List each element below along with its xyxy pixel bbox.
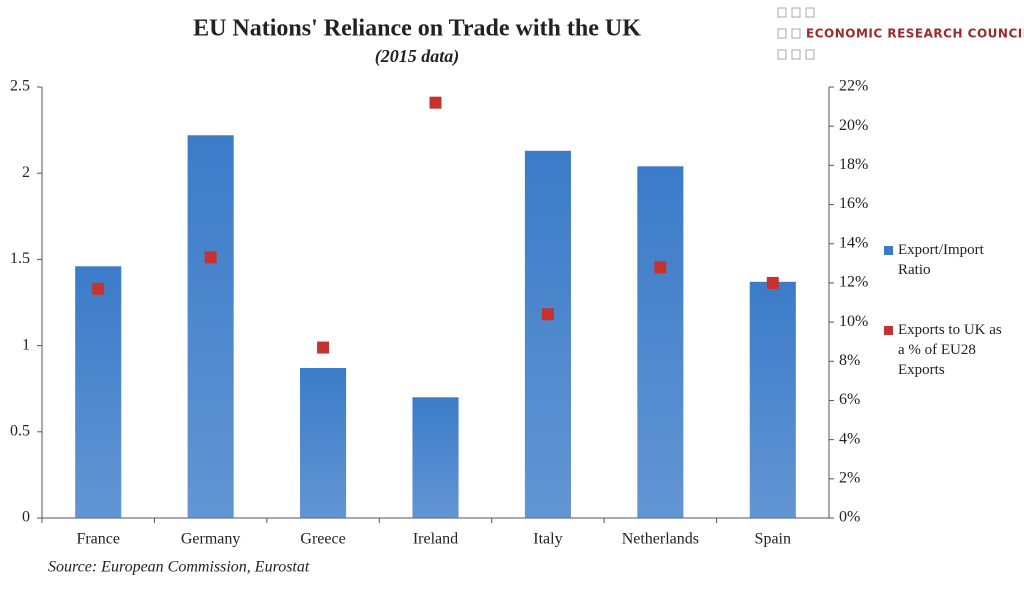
y2-tick-label: 14% <box>839 234 868 251</box>
marker <box>92 282 105 295</box>
x-tick-label: France <box>76 531 120 548</box>
chart-title: EU Nations' Reliance on Trade with the U… <box>193 16 641 42</box>
y2-tick-label: 10% <box>839 313 868 330</box>
y-tick-label: 2 <box>22 164 30 181</box>
y2-tick-label: 22% <box>839 78 868 95</box>
y2-tick-label: 4% <box>839 430 860 447</box>
marker <box>654 261 667 274</box>
x-tick-label: Netherlands <box>622 531 699 548</box>
y2-tick-label: 6% <box>839 391 860 408</box>
y2-tick-label: 12% <box>839 274 868 291</box>
y2-tick-label: 20% <box>839 117 868 134</box>
chart-subtitle: (2015 data) <box>375 46 460 67</box>
x-tick-label: Germany <box>181 531 241 548</box>
y-tick-label: 1.5 <box>10 250 30 267</box>
y-tick-label: 0 <box>22 509 30 526</box>
y2-tick-label: 0% <box>839 509 860 526</box>
legend-swatch <box>884 326 893 335</box>
x-tick-label: Greece <box>300 531 345 548</box>
y2-tick-label: 8% <box>839 352 860 369</box>
bar <box>524 150 571 518</box>
source-note: Source: European Commission, Eurostat <box>48 559 310 576</box>
legend-label: Exports to UK as a % of EU28 Exports <box>898 322 1002 378</box>
x-tick-label: Italy <box>533 531 562 548</box>
y2-tick-label: 18% <box>839 156 868 173</box>
marker <box>541 308 554 321</box>
bar <box>637 166 684 518</box>
marker <box>429 96 442 109</box>
x-tick-label: Ireland <box>413 531 458 548</box>
y2-tick-label: 16% <box>839 195 868 212</box>
x-tick-label: Spain <box>755 531 791 548</box>
logo-text: ECONOMIC RESEARCH COUNCIL <box>806 27 1024 41</box>
bar <box>300 368 347 518</box>
bar <box>187 135 234 518</box>
bar <box>75 266 122 518</box>
bar <box>412 397 459 518</box>
y-tick-label: 0.5 <box>10 422 30 439</box>
logo-boxes <box>777 7 815 60</box>
y-tick-label: 1 <box>22 336 30 353</box>
bar <box>749 281 796 518</box>
y-tick-label: 2.5 <box>10 78 30 95</box>
legend-swatch <box>884 246 893 255</box>
legend-item: Exports to UK as a % of EU28 Exports <box>884 320 1012 380</box>
marker <box>317 341 330 354</box>
marker <box>766 276 779 289</box>
marker <box>204 251 217 264</box>
legend-item: Export/Import Ratio <box>884 240 1012 280</box>
y2-tick-label: 2% <box>839 469 860 486</box>
legend-label: Export/Import Ratio <box>898 242 984 278</box>
